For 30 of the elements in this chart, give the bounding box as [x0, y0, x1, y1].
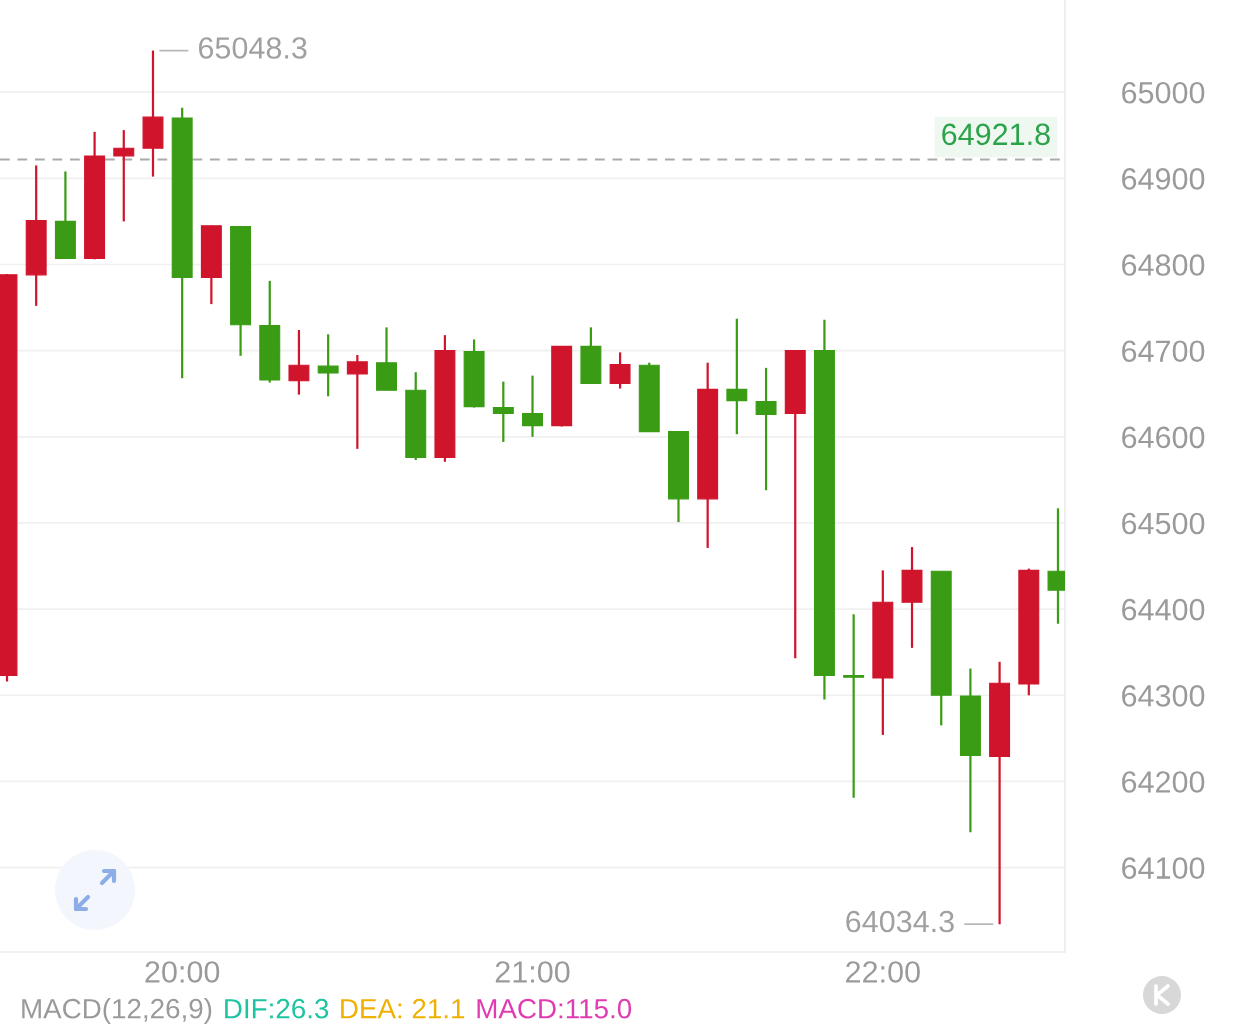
- y-tick-label: 64500: [1122, 512, 1205, 535]
- candlestick: [492, 380, 514, 444]
- candlestick: [288, 328, 310, 396]
- text: DIF:26.3: [225, 998, 329, 1019]
- ref-line-label: 64921.8: [942, 123, 1050, 146]
- text: MACD(12,26,9): [22, 998, 212, 1024]
- annotation: 64034.3: [846, 910, 954, 933]
- annotation: 65048.3: [198, 37, 307, 59]
- text: DEA: 21.1: [341, 998, 465, 1019]
- candlestick: [609, 351, 631, 390]
- candlestick: [317, 333, 339, 398]
- x-tick-label: 21:00: [495, 961, 570, 983]
- x-tick-label: 20:00: [145, 961, 220, 983]
- candlestick: [726, 317, 748, 436]
- candlestick: [346, 353, 368, 450]
- y-tick-label: 64300: [1122, 685, 1205, 707]
- y-tick-label: 64700: [1122, 340, 1205, 363]
- x-tick-label: 22:00: [846, 961, 920, 983]
- y-tick-label: 64100: [1122, 857, 1205, 879]
- y-tick-label: 64800: [1122, 254, 1205, 276]
- candlestick: [843, 613, 865, 799]
- y-tick-label: 64900: [1122, 168, 1205, 190]
- y-tick-label: 64400: [1122, 598, 1205, 621]
- text: MACD:115.0: [477, 998, 632, 1019]
- y-tick-label: 64200: [1122, 771, 1205, 793]
- candlestick: [113, 128, 135, 223]
- candlestick: [522, 374, 543, 438]
- y-tick-label: 64600: [1122, 426, 1205, 449]
- y-tick-label: 65000: [1122, 81, 1205, 104]
- candlestick: [755, 366, 777, 492]
